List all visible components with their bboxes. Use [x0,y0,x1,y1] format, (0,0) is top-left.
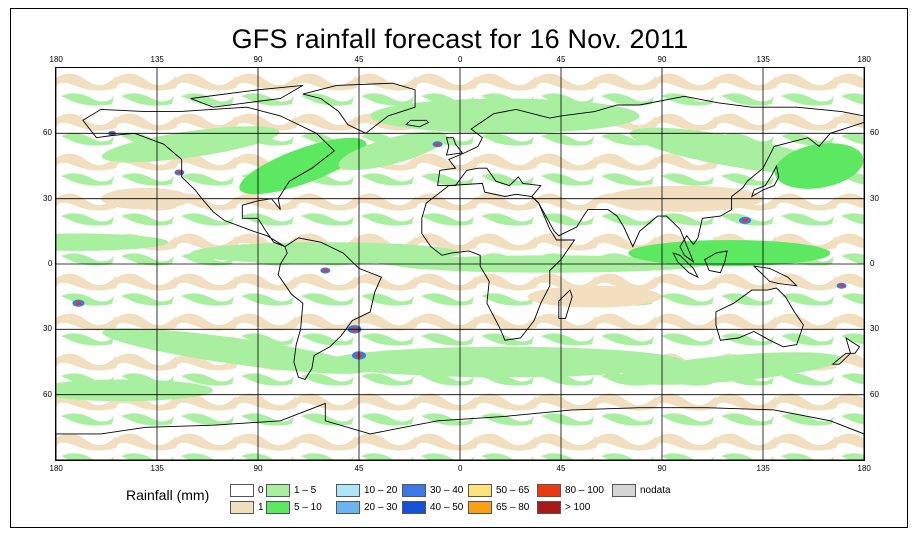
axis-tick-label: 45 [354,55,364,64]
rain-band [774,143,864,189]
axis-tick-label: 180 [857,55,871,64]
coastline-australia [715,287,804,348]
legend-label: 10 – 20 [364,485,398,496]
rain-band [56,379,214,402]
axis-tick-label: 30 [870,324,879,334]
rain-band [628,240,831,267]
axis-tick-label: 0 [48,259,53,268]
legend-label: 1 – 5 [294,485,317,496]
legend-label: nodata [640,485,671,496]
legend-label: 5 – 10 [294,502,322,513]
rain-band [239,137,367,195]
graticule [56,68,864,460]
legend-swatch [468,484,492,497]
legend-swatch [537,484,561,497]
legend-label: 30 – 40 [430,485,464,496]
axis-tick-label: 30 [43,324,52,334]
legend-label: 1 [258,502,264,513]
legend-swatch [402,484,426,497]
axis-tick-label: 30 [870,193,879,203]
axis-tick-label: 30 [43,193,52,203]
axis-tick-label: 45 [556,55,566,64]
axis-tick-label: 180 [49,55,63,64]
legend-swatch [537,501,561,514]
legend-label: > 100 [565,502,591,513]
axis-tick-label: 45 [354,464,364,473]
rain-core [435,142,440,146]
rain-core [323,269,328,273]
coastline-south-america [277,237,383,380]
rain-core [75,301,82,305]
rain-band [56,233,169,251]
axis-tick-label: 135 [150,464,164,473]
legend-swatch [266,484,290,497]
coastline-sumatra [672,252,699,279]
coastline-iceland [405,119,430,128]
rain-band [101,126,280,163]
axis-tick-label: 135 [756,464,770,473]
rainfall-map [55,67,865,461]
rain-core [177,171,182,175]
legend-swatch [612,484,636,497]
axis-tick-label: 60 [43,128,52,138]
rain-band [527,285,662,308]
rain-core [839,284,844,288]
axis-tick-label: 0 [870,259,875,268]
axis-tick-label: 60 [870,389,879,399]
axis-tick-label: 60 [870,128,879,138]
axis-tick-label: 0 [458,464,463,473]
legend-label: 50 – 65 [496,485,530,496]
axis-tick-label: 135 [756,55,770,64]
coastline-new-guinea [752,265,798,287]
rain-band [338,131,447,170]
map-canvas [56,68,864,460]
legend-label: 40 – 50 [430,502,464,513]
legend-swatch [402,501,426,514]
rain-band [325,346,685,378]
legend-label: 65 – 80 [496,502,530,513]
axis-tick-label: 90 [253,464,263,473]
legend-swatch [266,501,290,514]
coastline-antarctica [56,402,864,460]
legend-label: 80 – 100 [565,485,604,496]
coastline-africa [421,182,576,341]
coastline-borneo [704,250,728,274]
rain-band [370,98,640,134]
figure-frame [10,8,908,528]
axis-tick-label: 180 [857,464,871,473]
legend-swatch [230,484,254,497]
axis-tick-label: 90 [657,55,667,64]
map-title: GFS rainfall forecast for 16 Nov. 2011 [231,24,689,54]
legend-label: 20 – 30 [364,502,398,513]
coastline-madagascar [558,289,573,319]
legend-label: 0 [258,485,264,496]
rain-band [102,328,369,374]
legend-swatch [336,501,360,514]
rain-band [617,352,842,385]
legend-swatch [468,501,492,514]
coastline-japan [750,164,780,198]
axis-tick-label: 90 [657,464,667,473]
axis-tick-label: 180 [49,464,63,473]
axis-tick-label: 45 [556,464,566,473]
rain-core [742,218,748,223]
legend-swatch [336,484,360,497]
axis-tick-label: 135 [150,55,164,64]
coastline-new-zealand [831,336,861,365]
axis-tick-label: 0 [458,55,463,64]
axis-tick-label: 60 [43,389,52,399]
legend-swatch [230,501,254,514]
legend-title: Rainfall (mm) [126,487,210,503]
axis-tick-label: 90 [253,55,263,64]
coastline-british-isles [445,137,464,156]
